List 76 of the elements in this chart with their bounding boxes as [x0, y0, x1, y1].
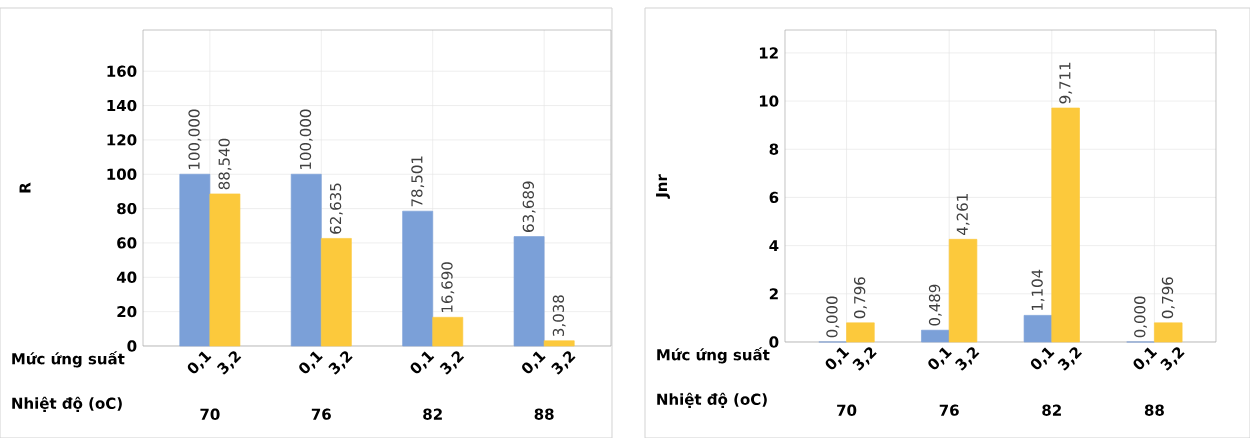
y-axis-title: R [19, 182, 31, 193]
bar [290, 173, 322, 347]
y-tick-label: 10 [759, 95, 779, 107]
text: 0,1 [1133, 347, 1158, 370]
data-label: 3,038 [552, 295, 566, 336]
bar [402, 210, 434, 347]
text: 3,2 [955, 347, 980, 371]
data-label: 62,635 [329, 183, 343, 234]
x-tick-label: 82 [423, 408, 442, 420]
x-tick-label: 82 [1042, 404, 1061, 416]
legend-title: Mức ứng suất [657, 347, 770, 364]
bar [921, 329, 950, 343]
bar [543, 340, 575, 347]
x-tick-label: 70 [200, 408, 220, 420]
text: 3,2 [439, 351, 465, 375]
bar [179, 173, 211, 347]
data-label: 0,796 [1161, 277, 1175, 319]
data-label: 0,000 [1134, 296, 1147, 338]
y-tick-label: 40 [116, 271, 137, 283]
text: 0,1 [1030, 347, 1055, 370]
data-label: 16,690 [441, 262, 455, 313]
y-tick-label: 80 [117, 202, 137, 215]
text: 3,2 [1160, 347, 1185, 371]
bar [320, 238, 352, 347]
bar [432, 316, 464, 347]
y-tick-label: 140 [107, 99, 137, 112]
bar [846, 322, 875, 343]
data-label: 4,261 [956, 194, 970, 235]
y-tick-label: 0 [127, 340, 137, 352]
y-tick-label: 0 [769, 336, 779, 348]
x-tick-label: 76 [939, 404, 959, 416]
y-tick-label: 100 [107, 168, 137, 180]
x-tick-label: 88 [1144, 404, 1164, 416]
bar [948, 238, 978, 343]
text: 0,1 [299, 351, 323, 374]
bar [1023, 315, 1053, 343]
text: 0,1 [410, 351, 435, 374]
y-tick-label: 12 [759, 47, 778, 59]
data-label: 100,000 [188, 109, 202, 169]
data-label: 78,501 [411, 156, 425, 207]
text: 3,2 [852, 347, 877, 371]
text: 3,2 [551, 351, 576, 375]
text: 3,2 [328, 351, 353, 375]
x-axis-title: Nhiệt độ (oC) [657, 392, 767, 408]
text: 0,1 [187, 351, 212, 374]
data-label: 0,000 [826, 296, 840, 338]
data-label: 9,711 [1059, 62, 1073, 104]
text: 3,2 [216, 351, 242, 375]
text: 0,1 [522, 351, 546, 374]
data-label: 63,689 [522, 181, 536, 232]
y-tick-label: 60 [117, 237, 137, 249]
bar [1154, 322, 1183, 343]
text: 0,1 [825, 347, 850, 370]
data-label: 88,540 [218, 138, 232, 190]
data-label: 0,796 [853, 277, 867, 319]
text: 3,2 [1057, 347, 1083, 371]
x-axis-title: Nhiệt độ (oC) [12, 396, 122, 412]
data-label: 1,104 [1031, 269, 1045, 311]
y-tick-label: 8 [769, 143, 779, 155]
bar [1051, 107, 1080, 343]
y-tick-label: 2 [769, 288, 778, 300]
y-tick-label: 6 [769, 191, 779, 204]
y-tick-label: 160 [107, 65, 137, 77]
data-label: 0,489 [928, 284, 942, 326]
y-tick-label: 4 [769, 240, 779, 252]
bar [513, 236, 545, 347]
x-tick-label: 88 [534, 408, 554, 420]
y-tick-label: 20 [117, 305, 137, 318]
x-tick-label: 70 [837, 404, 857, 416]
y-tick-label: 120 [107, 134, 137, 146]
y-axis-title: Jnr [656, 174, 670, 199]
legend-title: Mức ứng suất [12, 351, 125, 368]
bar [209, 193, 241, 347]
text: 0,1 [928, 347, 952, 370]
data-label: 100,000 [299, 109, 313, 169]
x-tick-label: 76 [311, 408, 331, 420]
